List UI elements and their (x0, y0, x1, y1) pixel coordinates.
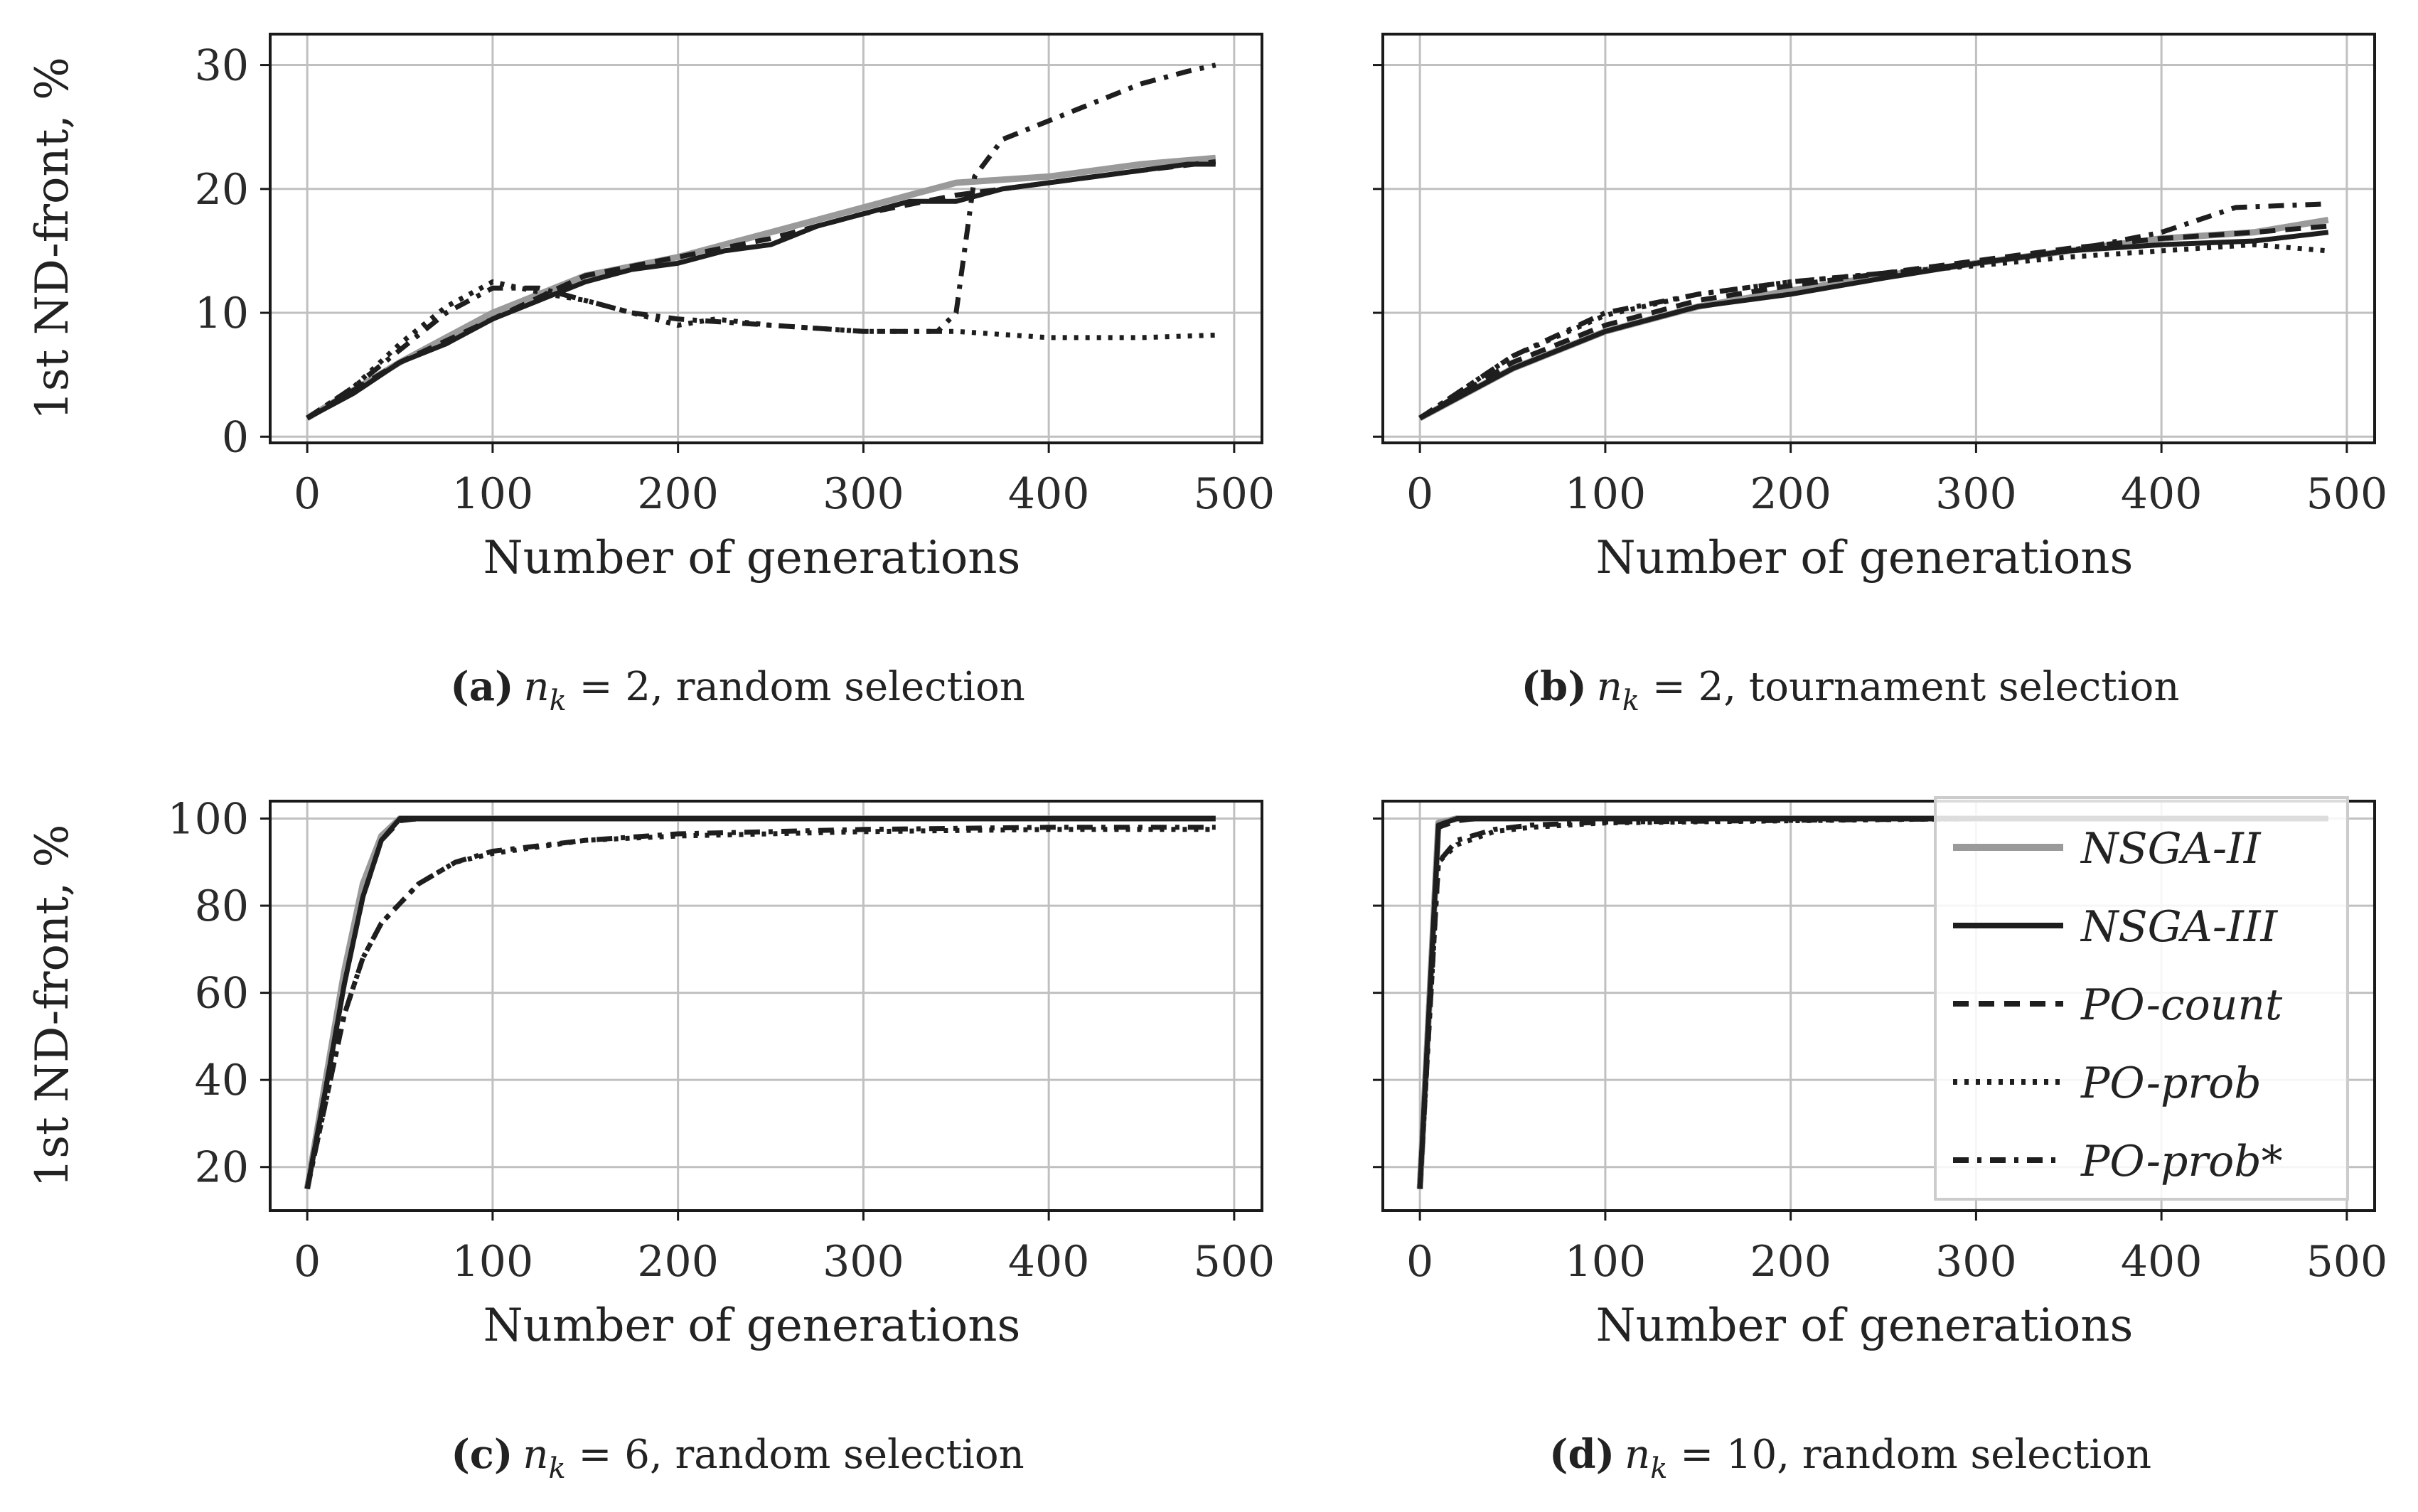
legend-label: PO-prob* (2080, 1137, 2283, 1186)
caption-variable: n (523, 1432, 548, 1478)
x-axis-label: Number of generations (483, 1299, 1021, 1352)
x-tick-label: 100 (1565, 1237, 1647, 1287)
series-line-po-count (304, 816, 1216, 1190)
x-tick-label: 200 (637, 1237, 719, 1287)
subfigure-caption: (b) nk = 2, tournament selection (1521, 663, 2180, 717)
plot-frame (269, 800, 1263, 1212)
series-line-po-prob- (1418, 201, 2328, 421)
legend-label: PO-prob (2080, 1058, 2262, 1108)
series-group (1416, 815, 2328, 1189)
series-line-po-prob (1418, 242, 2329, 421)
x-tick-label: 200 (637, 469, 719, 519)
chart-d: 0 100 200 300 400 500 Number of generations (d)… (1373, 800, 2388, 1485)
x-tick-label: 500 (1194, 1237, 1275, 1287)
x-tick-label: 0 (294, 469, 321, 519)
y-tick-label: 80 (195, 881, 249, 931)
caption-subscript: k (550, 685, 567, 717)
x-tick-label: 500 (2306, 469, 2388, 519)
x-tick-label: 400 (2121, 1237, 2203, 1287)
y-tick-label: 40 (195, 1056, 249, 1105)
series-line-nsga-ii (304, 815, 1216, 1190)
series-group (304, 815, 1216, 1190)
x-tick-label: 300 (1935, 469, 2017, 519)
caption-subscript: k (1622, 685, 1639, 717)
series-line-po-count (1418, 223, 2329, 421)
y-tick-label: 20 (195, 165, 249, 215)
plot-frame (1381, 800, 2376, 1212)
subfigure-caption: (a) nk = 2, random selection (450, 663, 1025, 717)
series-line-po-prob- (1417, 816, 2328, 1189)
caption-subscript: k (1650, 1452, 1667, 1485)
x-axis-label: Number of generations (1596, 532, 2134, 584)
x-tick-label: 400 (1008, 1237, 1090, 1287)
series-line-po-prob- (306, 63, 1216, 421)
caption-variable: n (1597, 664, 1622, 710)
x-tick-label: 400 (1008, 469, 1090, 519)
series-line-po-prob (306, 279, 1216, 421)
subfigure-caption: (d) nk = 10, random selection (1549, 1431, 2151, 1485)
legend-label: PO-count (2080, 980, 2283, 1030)
legend: NSGA-II NSGA-III PO-count PO-prob PO-prob* (1934, 796, 2349, 1201)
chart-b: 0 100 200 300 400 500 Number of generations (b)… (1373, 33, 2388, 717)
x-tick-label: 300 (823, 1237, 904, 1287)
series-line-po-prob- (304, 825, 1216, 1190)
caption-label: (d) (1549, 1431, 1615, 1478)
x-tick-label: 200 (1750, 469, 1831, 519)
x-axis-label: Number of generations (1596, 1299, 2134, 1352)
x-tick-label: 0 (1406, 1237, 1433, 1287)
x-tick-label: 400 (2121, 469, 2203, 519)
plot-frame (269, 33, 1263, 444)
x-tick-label: 100 (1565, 469, 1647, 519)
y-tick-label: 100 (167, 795, 249, 845)
x-tick-label: 300 (823, 469, 904, 519)
series-line-nsga-ii (305, 154, 1216, 422)
caption-label: (b) (1521, 663, 1587, 710)
legend-label: NSGA-III (2080, 902, 2279, 952)
x-axis-label: Number of generations (483, 532, 1021, 584)
y-tick-label: 0 (222, 412, 249, 462)
caption-text: = 2, random selection (567, 664, 1025, 710)
chart-a: 0 100 200 300 400 500 0 10 20 30 Number of generat… (26, 33, 1275, 717)
y-axis-label: 1st ND-front, % (26, 825, 79, 1188)
series-line-nsga-iii (306, 161, 1216, 421)
x-tick-label: 100 (452, 469, 534, 519)
plot-frame (1381, 33, 2376, 444)
y-axis-label: 1st ND-front, % (26, 57, 79, 420)
series-line-nsga-iii (1418, 230, 2329, 421)
y-tick-label: 20 (195, 1143, 249, 1193)
legend-box (1934, 796, 2349, 1201)
legend-label: NSGA-II (2080, 824, 2262, 874)
series-line-po-count (306, 159, 1216, 421)
y-tick-label: 10 (195, 289, 249, 338)
x-tick-label: 500 (1194, 469, 1275, 519)
series-line-nsga-ii (1418, 216, 2329, 422)
series-line-po-prob (304, 827, 1216, 1190)
y-tick-label: 60 (195, 969, 249, 1019)
y-tick-label: 30 (195, 41, 249, 91)
subfigure-caption: (c) nk = 6, random selection (451, 1431, 1024, 1485)
x-tick-label: 100 (452, 1237, 534, 1287)
series-group (1418, 201, 2329, 422)
caption-label: (a) (450, 663, 513, 710)
series-line-nsga-iii (304, 816, 1216, 1190)
caption-text: = 6, random selection (566, 1432, 1025, 1478)
caption-subscript: k (548, 1452, 565, 1485)
series-group (305, 63, 1216, 422)
x-tick-label: 200 (1750, 1237, 1831, 1287)
caption-variable: n (524, 664, 550, 710)
x-tick-label: 0 (294, 1237, 321, 1287)
caption-text: = 2, tournament selection (1639, 664, 2179, 710)
chart-c: 0 100 200 300 400 500 20 40 60 80 100 Number of gen… (26, 795, 1275, 1485)
x-tick-label: 300 (1935, 1237, 2017, 1287)
x-tick-label: 0 (1406, 469, 1433, 519)
x-tick-label: 500 (2306, 1237, 2388, 1287)
caption-text: = 10, random selection (1667, 1432, 2151, 1478)
caption-variable: n (1625, 1432, 1650, 1478)
caption-label: (c) (451, 1431, 513, 1478)
